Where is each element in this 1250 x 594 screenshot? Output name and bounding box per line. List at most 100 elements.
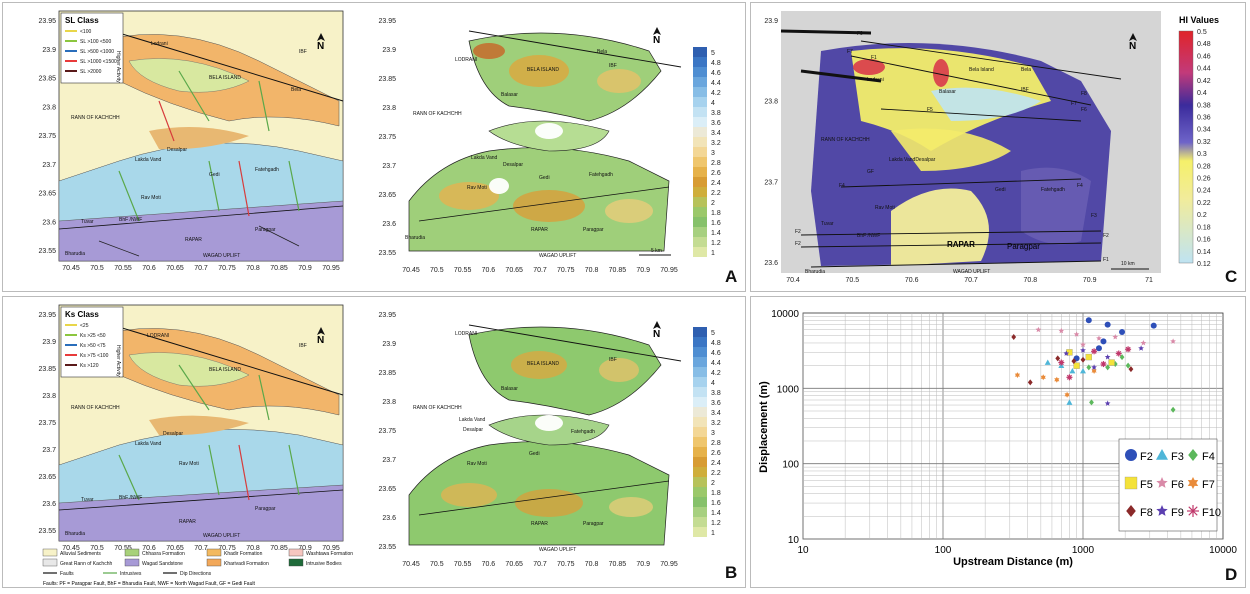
- place-bela-island: Bela Island: [969, 67, 994, 73]
- hi-colorbar-label: 0.38: [1197, 102, 1211, 109]
- colorbar-label: 1.6: [711, 500, 721, 507]
- legend-label: Ks >75 <100: [80, 353, 109, 359]
- colorbar-step: [693, 407, 707, 417]
- colorbar-label: 2.8: [711, 160, 721, 167]
- colorbar-step: [693, 477, 707, 487]
- legend-label: F3: [1171, 451, 1184, 463]
- geology-swatch: [124, 548, 140, 557]
- place-gedi: Gedi: [539, 175, 550, 181]
- colorbar-step: [693, 387, 707, 397]
- place-rapar: RAPAR: [947, 240, 975, 249]
- heat-hotspot: [515, 489, 583, 517]
- scale-label: 5 km: [651, 248, 662, 254]
- y-tick-label: 23.9: [42, 339, 56, 346]
- y-tick-label: 23.95: [38, 312, 56, 319]
- legend-marker-f9: [1156, 505, 1168, 516]
- place-lakda: Lakda VandDesalpar: [889, 157, 936, 163]
- data-point-f7: [1064, 391, 1070, 398]
- place-tuvar: Tuvar: [821, 221, 834, 227]
- data-point-f9: [1080, 347, 1086, 353]
- y-tick-label: 23.6: [764, 260, 778, 267]
- place-paragpar: Paragpar: [583, 521, 604, 527]
- bhf-fault: [418, 186, 670, 222]
- colorbar-label: 4.6: [711, 350, 721, 357]
- place-bhf-nwf: BhF /NWF: [119, 217, 142, 223]
- x-tick-label: 70.5: [846, 277, 860, 284]
- colorbar-step: [693, 367, 707, 377]
- place-wagad: WAGAD UPLIFT: [953, 269, 990, 275]
- panel-b: LODRANI BELA ISLAND RANN OF KACHCHH Lakd…: [2, 296, 746, 588]
- heat-hotspot: [473, 43, 505, 59]
- place-wagad-uplift: WAGAD UPLIFT: [539, 253, 576, 259]
- y-tick-label: 23.85: [378, 370, 396, 377]
- place-ibf: IBF: [609, 357, 617, 363]
- x-tick-label: 70.75: [557, 561, 575, 568]
- hi-colorbar-label: 0.26: [1197, 176, 1211, 183]
- place-paragpar: Paragpar: [255, 227, 276, 233]
- data-point-f6: [1035, 326, 1042, 333]
- place-gedi: Gedi: [995, 187, 1006, 193]
- x-tick-label: 70.4: [786, 277, 800, 284]
- x-tick-label: 1000: [1072, 545, 1095, 556]
- colorbar-step: [693, 347, 707, 357]
- colorbar-label: 1: [711, 530, 715, 537]
- sl-map-axes: 70.45 70.5 70.55 70.6 70.65 70.7 70.75 70.8 70.8…: [38, 18, 339, 272]
- place-paragpar: Paragpar: [583, 227, 604, 233]
- data-point-f3: [1069, 367, 1076, 374]
- colorbar-label: 3.4: [711, 130, 721, 137]
- data-point-f5: [1073, 362, 1080, 369]
- colorbar-step: [693, 247, 707, 257]
- chhasra-unit: [128, 352, 250, 387]
- hi-colorbar-label: 0.18: [1197, 224, 1211, 231]
- colorbar-step: [693, 77, 707, 87]
- heat-void: [535, 415, 563, 431]
- place-paragpar: Paragpar: [1007, 242, 1040, 251]
- y-tick-label: 23.75: [378, 134, 396, 141]
- place-wagad-uplift: WAGAD UPLIFT: [203, 253, 240, 259]
- colorbar-label: 4.4: [711, 80, 721, 87]
- place-ibf: IBF: [1021, 87, 1029, 93]
- data-point-f7: [1054, 376, 1060, 383]
- colorbar-step: [693, 447, 707, 457]
- y-tick-label: 23.9: [382, 47, 396, 54]
- y-tick-label: 23.85: [38, 366, 56, 373]
- x-tick-label: 70.6: [905, 277, 919, 284]
- data-point-f3: [1066, 399, 1073, 405]
- x-tick-label: 10000: [1209, 545, 1237, 556]
- colorbar-step: [693, 167, 707, 177]
- colorbar-step: [693, 227, 707, 237]
- x-tick-label: 70.95: [322, 265, 340, 272]
- place-rapar: RAPAR: [531, 521, 548, 527]
- symbol-label: Faults: [60, 571, 74, 577]
- svg-text:N: N: [653, 35, 660, 46]
- colorbar-label: 1.4: [711, 510, 721, 517]
- heat-hotspot: [439, 182, 499, 210]
- colorbar-step: [693, 67, 707, 77]
- colorbar-label: 2: [711, 480, 715, 487]
- y-tick-label: 23.65: [378, 192, 396, 199]
- panel-c: F9 F7 F1 F8 F5 F7 F6 F4 F4 F3 F2 F2 F2 F…: [750, 2, 1246, 292]
- place-balasar: Balasar: [501, 92, 518, 98]
- data-point-f3: [1080, 367, 1086, 374]
- legend-label: F10: [1202, 507, 1221, 519]
- y-tick-label: 100: [782, 460, 799, 471]
- place-wagad-uplift: WAGAD UPLIFT: [539, 547, 576, 553]
- panel-c-svg: F9 F7 F1 F8 F5 F7 F6 F4 F4 F3 F2 F2 F2 F…: [764, 11, 1219, 284]
- svg-text:N: N: [1129, 41, 1136, 52]
- colorbar-step: [693, 397, 707, 407]
- colorbar-label: 1.6: [711, 220, 721, 227]
- data-point-f6: [1140, 340, 1147, 346]
- x-tick-label: 70.8: [585, 267, 599, 274]
- x-tick-label: 70.85: [609, 561, 627, 568]
- geology-label: Great Rann of Kachchh: [60, 561, 112, 567]
- place-rav-moti: Rav Moti: [179, 461, 199, 467]
- colorbar-label: 3: [711, 430, 715, 437]
- hi-colorbar-label: 0.34: [1197, 127, 1211, 134]
- x-tick-label: 70.75: [218, 265, 236, 272]
- legend-marker-f4: [1188, 449, 1198, 461]
- colorbar-step: [693, 207, 707, 217]
- y-tick-label: 23.7: [382, 163, 396, 170]
- place-lodrani: Lodrani: [867, 77, 884, 83]
- heat-hotspot: [441, 483, 497, 507]
- x-tick-label: 70.55: [114, 545, 132, 552]
